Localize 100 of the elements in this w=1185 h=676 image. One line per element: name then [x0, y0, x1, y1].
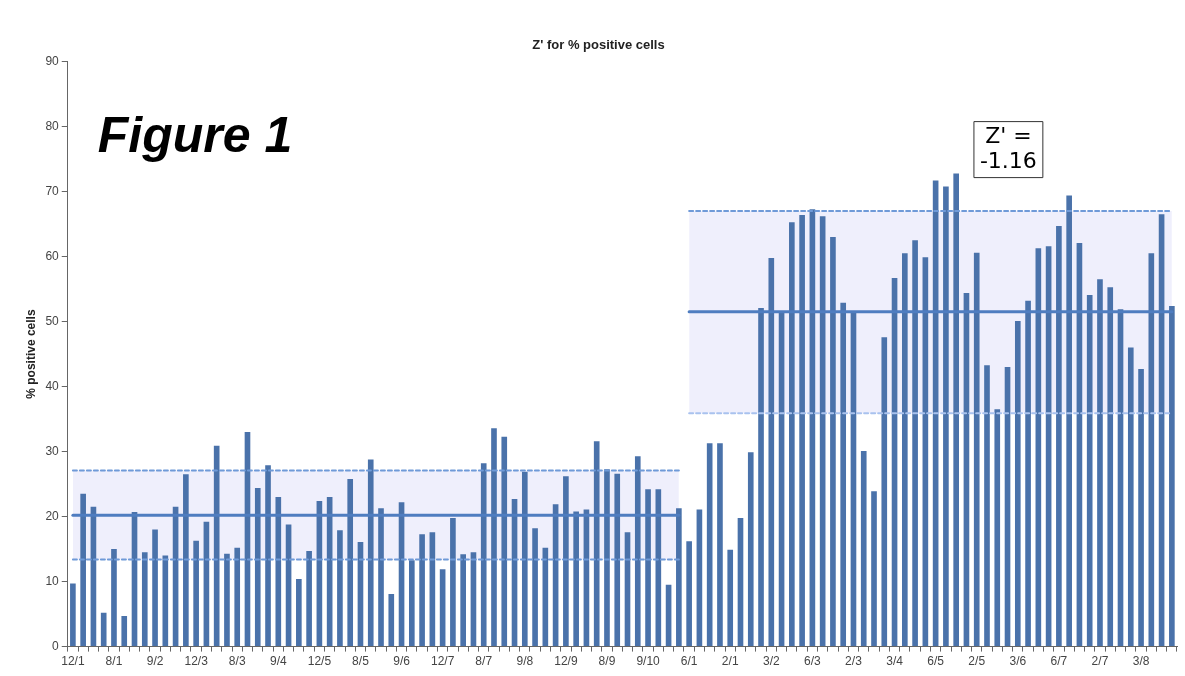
bar [1148, 253, 1155, 647]
x-tick-label: 8/9 [598, 654, 616, 669]
bar [881, 337, 888, 647]
bar [912, 240, 918, 647]
x-tick-label: 6/3 [804, 654, 822, 669]
bar [758, 307, 764, 647]
bar [480, 463, 487, 647]
x-tick-label: 3/4 [886, 654, 904, 669]
bar [111, 549, 117, 647]
x-tick-label: 8/3 [228, 654, 246, 669]
x-tick-label: 6/1 [680, 654, 698, 669]
bar [1127, 347, 1134, 647]
bar [953, 173, 959, 647]
bar [604, 469, 610, 647]
y-tick-label: 70 [45, 183, 60, 198]
bar [224, 553, 230, 647]
bar [593, 441, 600, 647]
x-tick-label: 12/9 [554, 654, 578, 669]
bar [501, 436, 508, 647]
bar [378, 508, 384, 647]
bar [296, 579, 302, 647]
bar [1025, 300, 1031, 647]
bar [162, 555, 169, 647]
x-tick-label: 8/1 [105, 654, 123, 669]
x-tick-label: 12/1 [61, 654, 85, 669]
x-tick-label: 8/7 [475, 654, 493, 669]
bar [347, 478, 354, 647]
bar [521, 471, 528, 647]
bar [799, 215, 805, 647]
bar [450, 517, 456, 647]
bar [213, 445, 220, 647]
bar [1066, 195, 1072, 647]
bar [984, 365, 990, 647]
bar [367, 459, 374, 647]
y-axis-title: % positive cells [23, 309, 38, 399]
x-tick-label: 3/8 [1132, 654, 1150, 669]
x-tick-label: 9/8 [516, 654, 534, 669]
bar [676, 508, 682, 647]
x-tick-label: 3/2 [762, 654, 780, 669]
bar [655, 489, 662, 647]
x-tick-label: 12/3 [184, 654, 209, 669]
bar [419, 534, 425, 647]
bar [717, 443, 723, 647]
x-tick-label: 12/5 [307, 654, 332, 669]
bar [768, 257, 775, 647]
bar [388, 593, 395, 647]
bar [573, 511, 579, 647]
bar [193, 540, 199, 647]
bar [265, 465, 271, 647]
chart-title: Z' for % positive cells [532, 37, 665, 53]
y-tick-label: 0 [52, 638, 60, 653]
x-tick-label: 9/4 [269, 654, 287, 669]
annotation: Figure 1 [97, 106, 293, 163]
bar [234, 547, 241, 647]
x-tick-label: 6/7 [1050, 654, 1068, 669]
bar [337, 530, 343, 647]
bar [1086, 294, 1093, 647]
x-tick-label: 2/1 [721, 654, 739, 669]
bar [563, 476, 569, 647]
x-tick-label: 2/3 [845, 654, 863, 669]
bar [100, 612, 107, 647]
y-tick-label: 60 [45, 248, 60, 263]
y-tick-label: 80 [45, 118, 60, 133]
bar [254, 488, 261, 647]
bar [306, 551, 312, 647]
bar [121, 616, 128, 647]
y-tick-label: 90 [45, 53, 60, 68]
x-tick-label: 2/5 [968, 654, 986, 669]
bar [1097, 279, 1103, 647]
y-tick-label: 20 [45, 508, 60, 523]
bar [1014, 320, 1021, 647]
x-tick-label: 9/6 [393, 654, 411, 669]
bar [706, 443, 713, 647]
bar [1138, 369, 1144, 647]
x-tick-label: 9/2 [146, 654, 164, 669]
y-tick-label: 50 [45, 313, 60, 328]
bar [943, 186, 949, 647]
x-tick-label: 8/5 [352, 654, 370, 669]
bar [902, 253, 908, 647]
bar [860, 450, 867, 647]
bar [747, 452, 754, 647]
x-tick-label: 2/7 [1091, 654, 1109, 669]
bar [183, 474, 189, 647]
bar [275, 497, 282, 647]
bar [141, 552, 148, 647]
bar [1107, 287, 1114, 647]
bar [1056, 226, 1062, 647]
bar [727, 549, 734, 647]
x-tick-label: 6/5 [927, 654, 945, 669]
bar [80, 493, 86, 647]
bar [491, 428, 497, 647]
bar [840, 302, 847, 647]
bar [152, 529, 158, 647]
bar [634, 456, 641, 647]
x-tick-label: 9/10 [636, 654, 661, 669]
x-tick-label: 12/7 [430, 654, 455, 669]
bar [645, 489, 651, 647]
bar [871, 491, 877, 647]
bar [70, 583, 76, 647]
y-tick-label: 10 [45, 573, 60, 588]
